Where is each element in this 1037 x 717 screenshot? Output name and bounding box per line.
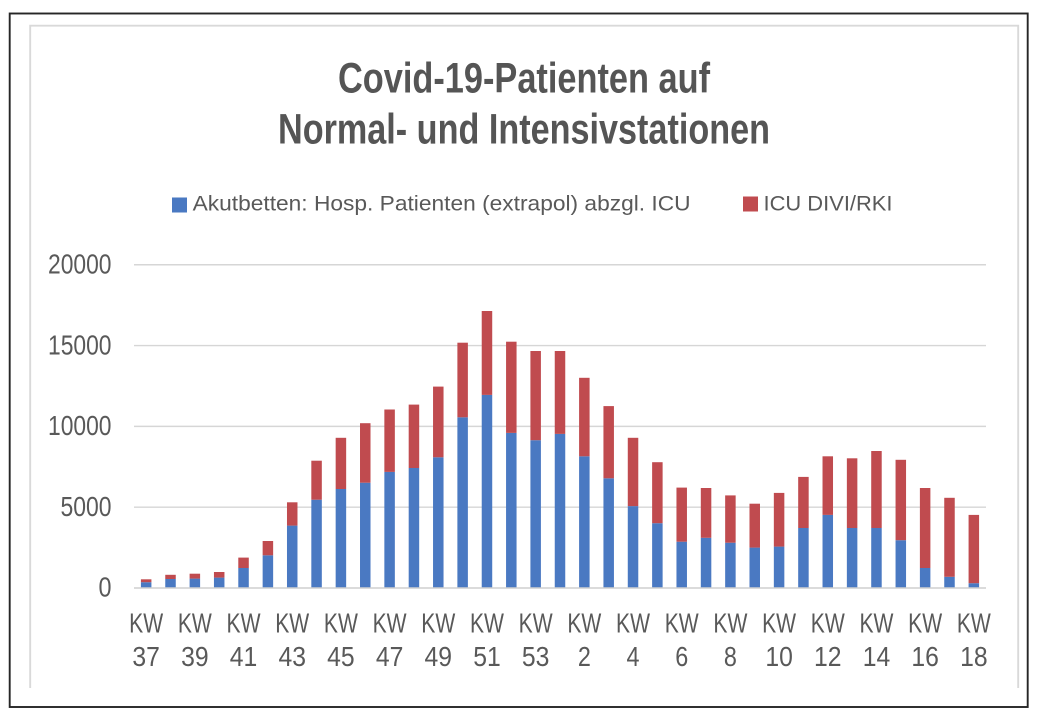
- svg-text:15000: 15000: [48, 329, 112, 360]
- svg-text:Covid-19-Patienten auf: Covid-19-Patienten auf: [338, 54, 711, 102]
- svg-text:5000: 5000: [61, 491, 112, 522]
- svg-text:39: 39: [181, 641, 209, 672]
- svg-text:47: 47: [376, 641, 404, 672]
- svg-text:Akutbetten: Hosp. Patienten (e: Akutbetten: Hosp. Patienten (extrapol) a…: [193, 193, 691, 216]
- svg-text:6: 6: [675, 641, 688, 672]
- svg-text:4: 4: [627, 641, 640, 672]
- svg-text:ICU DIVI/RKI: ICU DIVI/RKI: [764, 193, 893, 216]
- svg-text:18: 18: [960, 641, 988, 672]
- svg-text:KW: KW: [227, 608, 261, 639]
- svg-text:KW: KW: [567, 608, 601, 639]
- svg-text:37: 37: [132, 641, 160, 672]
- svg-text:KW: KW: [811, 608, 845, 639]
- svg-text:KW: KW: [275, 608, 309, 639]
- svg-text:KW: KW: [713, 608, 747, 639]
- svg-text:10000: 10000: [48, 410, 112, 441]
- svg-text:14: 14: [863, 641, 891, 672]
- svg-text:KW: KW: [470, 608, 504, 639]
- svg-text:KW: KW: [178, 608, 212, 639]
- svg-text:43: 43: [278, 641, 306, 672]
- svg-text:KW: KW: [957, 608, 991, 639]
- svg-text:16: 16: [911, 641, 939, 672]
- svg-text:KW: KW: [665, 608, 699, 639]
- svg-text:KW: KW: [324, 608, 358, 639]
- svg-text:53: 53: [522, 641, 550, 672]
- svg-text:2: 2: [578, 641, 591, 672]
- svg-text:0: 0: [99, 572, 112, 603]
- svg-text:20000: 20000: [48, 248, 112, 279]
- svg-text:41: 41: [230, 641, 258, 672]
- svg-text:KW: KW: [616, 608, 650, 639]
- svg-text:51: 51: [473, 641, 501, 672]
- svg-text:12: 12: [814, 641, 842, 672]
- svg-text:KW: KW: [519, 608, 553, 639]
- svg-text:KW: KW: [859, 608, 893, 639]
- svg-text:KW: KW: [373, 608, 407, 639]
- svg-text:KW: KW: [129, 608, 163, 639]
- svg-text:KW: KW: [421, 608, 455, 639]
- svg-text:Normal- und Intensivstationen: Normal- und Intensivstationen: [278, 105, 770, 153]
- svg-text:KW: KW: [908, 608, 942, 639]
- svg-text:49: 49: [425, 641, 453, 672]
- svg-text:10: 10: [765, 641, 793, 672]
- svg-text:45: 45: [327, 641, 355, 672]
- svg-text:KW: KW: [762, 608, 796, 639]
- svg-text:8: 8: [724, 641, 737, 672]
